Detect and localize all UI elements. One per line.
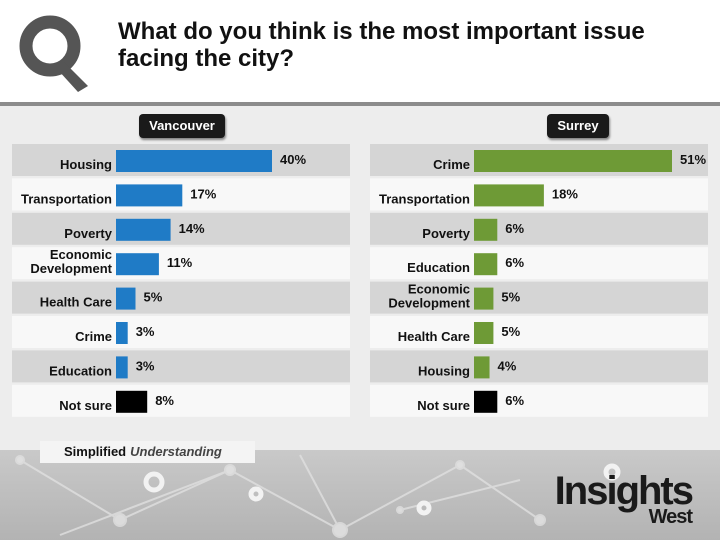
bar-not-sure [116, 390, 148, 413]
tagline: Simplified Understanding [64, 444, 222, 459]
category-label: Economic Development [388, 282, 470, 311]
value-label: 11% [167, 255, 193, 270]
row-band [12, 316, 350, 348]
row-band [12, 384, 350, 417]
value-label: 4% [498, 358, 517, 373]
row-band [370, 384, 708, 417]
tagline-bar [40, 441, 255, 463]
bar-health-care [116, 287, 136, 310]
row-band [370, 247, 708, 280]
category-label: Health Care [40, 295, 112, 310]
tagline-emphasis: Understanding [130, 444, 222, 459]
row-band [370, 350, 708, 383]
bar-poverty [474, 218, 498, 241]
row-band [370, 281, 708, 314]
tagline-strong: Simplified [64, 444, 127, 459]
value-label: 3% [136, 324, 155, 339]
bar-housing [474, 356, 490, 379]
row-band [12, 350, 350, 383]
value-label: 18% [552, 186, 578, 201]
bar-housing [116, 150, 272, 172]
category-label: Not sure [59, 398, 112, 413]
chart-surrey: Crime 51% Transportation 18% Poverty 6% Educat… [370, 144, 708, 417]
value-label: 5% [501, 324, 520, 339]
bar-crime [474, 150, 672, 172]
page-title: What do you think is the most important … [118, 18, 645, 72]
category-label: Housing [60, 157, 112, 172]
category-label: Poverty [422, 226, 470, 241]
category-label: Health Care [398, 329, 470, 344]
bar-poverty [116, 218, 171, 241]
value-label: 5% [501, 290, 520, 305]
value-label: 17% [190, 186, 216, 201]
title-band [0, 0, 720, 106]
bar-health-care [474, 322, 494, 344]
category-label: Housing [418, 363, 470, 378]
bar-education [474, 253, 498, 276]
value-label: 6% [505, 255, 524, 270]
bar-education [116, 356, 128, 379]
value-label: 40% [280, 152, 306, 167]
bar-transportation [474, 184, 544, 207]
category-label: Crime [433, 157, 470, 172]
category-label: Transportation [379, 191, 470, 206]
row-band [12, 212, 350, 245]
bar-transportation [116, 184, 183, 207]
value-label: 6% [505, 393, 524, 408]
category-label: Crime [75, 329, 112, 344]
row-band [12, 281, 350, 314]
value-label: 8% [155, 393, 174, 408]
brand-subname: West [648, 506, 693, 528]
category-label: Transportation [21, 191, 112, 206]
chart-vancouver: Housing 40% Transportation 17% Poverty 14% Eco… [12, 144, 350, 417]
value-label: 51% [680, 152, 706, 167]
category-label: Poverty [64, 226, 112, 241]
bar-economic-development [116, 253, 159, 276]
brand-name: Insights [554, 469, 694, 513]
footer [0, 450, 720, 540]
category-label: Education [407, 260, 470, 275]
magnifier-q-logo-icon [19, 15, 88, 92]
value-label: 3% [136, 358, 155, 373]
bar-not-sure [474, 390, 498, 413]
value-label: 6% [505, 221, 524, 236]
panel-title-surrey: Surrey [547, 114, 609, 138]
row-band [12, 247, 350, 280]
value-label: 5% [144, 290, 163, 305]
category-label: Not sure [417, 398, 470, 413]
category-label: Education [49, 363, 112, 378]
brand-logo: Insights West [554, 469, 706, 530]
category-label: Economic Development [30, 247, 112, 276]
row-band [370, 212, 708, 245]
bar-economic-development [474, 287, 494, 310]
panel-title-vancouver: Vancouver [139, 114, 225, 138]
row-band [370, 316, 708, 348]
network-pattern-decoration [15, 454, 621, 538]
value-label: 14% [179, 221, 205, 236]
bar-crime [116, 322, 128, 344]
